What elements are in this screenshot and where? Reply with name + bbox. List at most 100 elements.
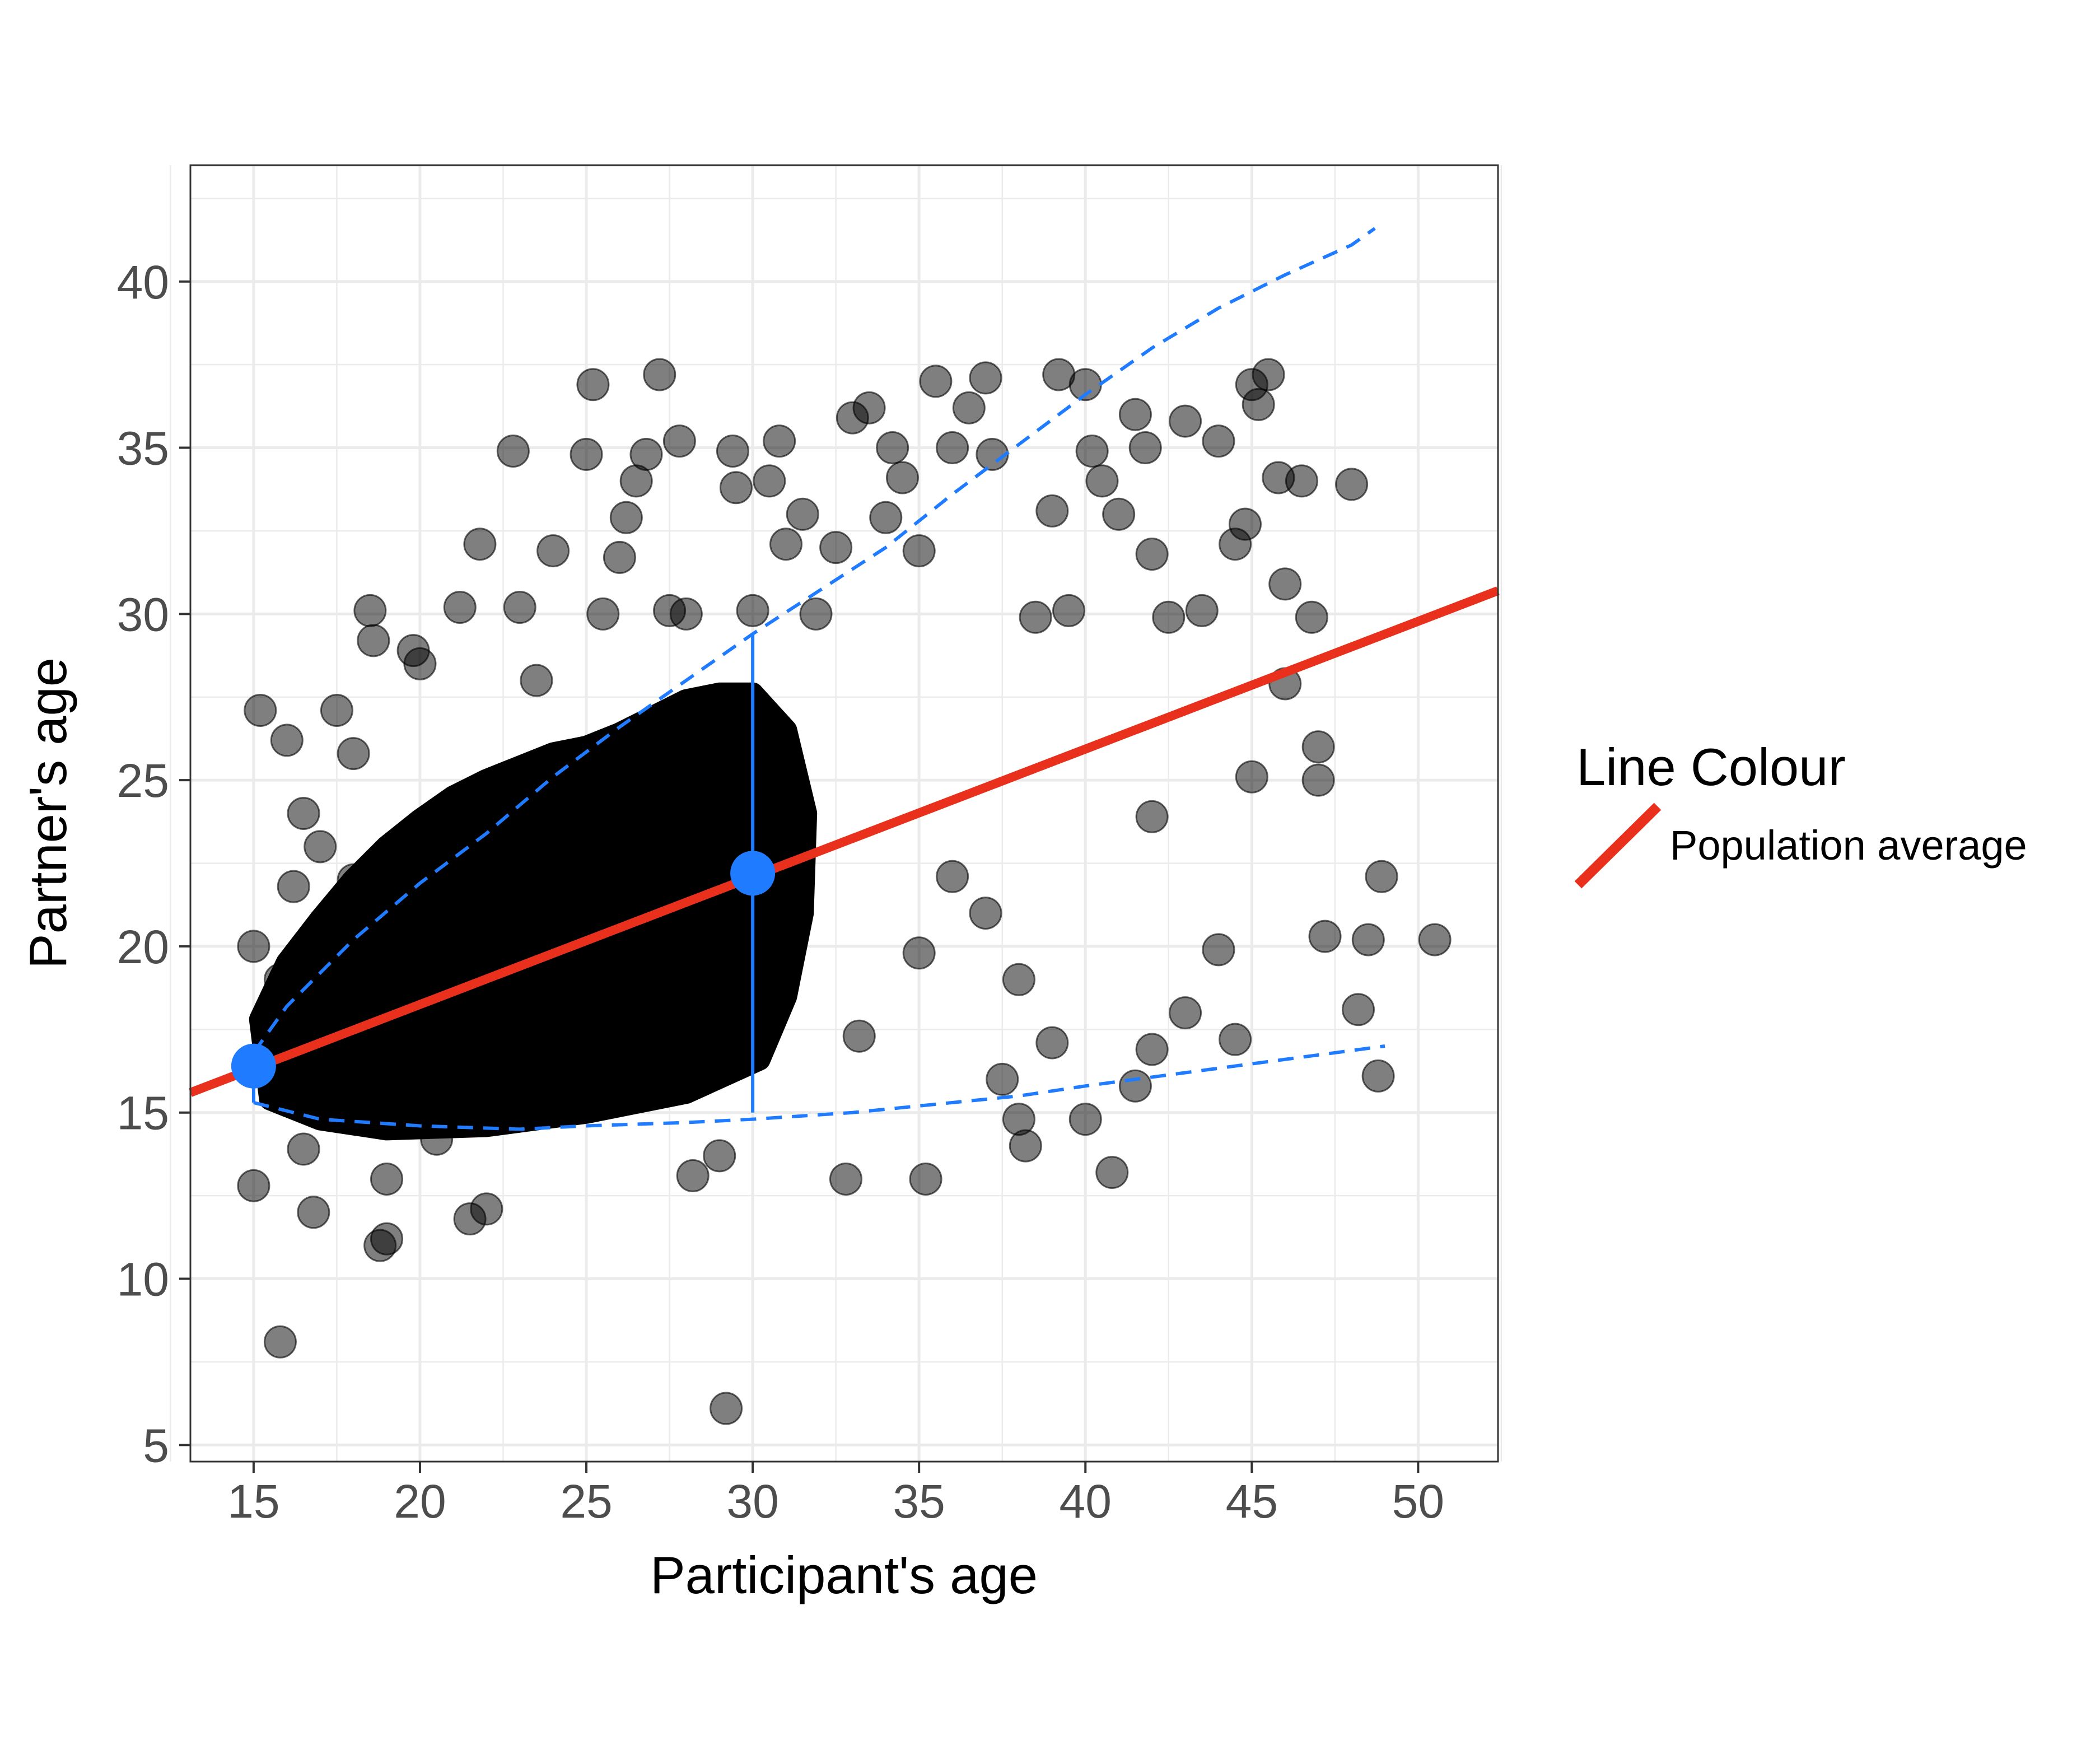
data-point: [902, 936, 936, 970]
data-point: [885, 461, 919, 494]
data-point: [297, 1196, 330, 1229]
data-point: [1002, 963, 1035, 996]
x-tick-label: 50: [1392, 1475, 1444, 1528]
y-tick-label: 15: [117, 1087, 169, 1140]
data-point: [576, 368, 610, 402]
data-point: [1418, 923, 1452, 956]
data-point: [603, 540, 636, 574]
data-points: [237, 358, 1452, 1425]
data-point: [703, 1139, 736, 1173]
data-point: [763, 424, 796, 458]
y-tick-label: 5: [143, 1419, 169, 1472]
data-point: [287, 797, 320, 830]
data-point: [829, 1162, 862, 1196]
data-point: [1085, 464, 1119, 498]
data-point: [819, 531, 853, 564]
data-point: [1118, 398, 1152, 431]
data-point: [586, 597, 620, 631]
data-point: [786, 497, 819, 531]
data-point: [876, 431, 909, 465]
data-point: [919, 365, 953, 398]
data-point: [1135, 800, 1169, 833]
data-point: [643, 358, 676, 391]
data-point: [1095, 1156, 1129, 1189]
plot-border: [189, 164, 1499, 1463]
data-point: [1135, 1033, 1169, 1066]
data-point: [1068, 1103, 1102, 1136]
y-tick-label: 35: [117, 422, 169, 475]
data-point: [936, 431, 969, 465]
data-point: [936, 860, 969, 893]
y-tick-label: 20: [117, 921, 169, 973]
data-point: [676, 1159, 710, 1193]
data-point: [1135, 538, 1169, 571]
legend-title: Line Colour: [1576, 738, 1846, 796]
data-point: [237, 1169, 270, 1202]
y-tick-label: 25: [117, 754, 169, 807]
data-point: [263, 1325, 297, 1359]
y-tick-label: 10: [117, 1253, 169, 1306]
legend-key-line: [1574, 802, 1662, 889]
data-point: [370, 1222, 404, 1256]
data-point: [403, 647, 437, 680]
x-axis: 15 20 25 30 35 40 45 50: [227, 1462, 1444, 1528]
data-point: [1365, 860, 1398, 893]
upper-band-line: [252, 227, 1376, 1054]
data-point: [463, 528, 497, 561]
data-point: [753, 464, 786, 498]
y-tick-label: 40: [117, 256, 169, 309]
data-point: [1152, 600, 1186, 634]
data-point: [869, 501, 903, 534]
x-axis-title: Participant's age: [650, 1546, 1038, 1604]
data-point: [909, 1162, 942, 1196]
x-tick-label: 20: [394, 1475, 446, 1528]
y-axis: 5 10 15 20 25 30 35 40: [117, 256, 190, 1472]
data-point: [1335, 468, 1369, 501]
x-tick-label: 25: [560, 1475, 612, 1528]
data-point: [304, 830, 337, 864]
y-axis-title: Partner's age: [18, 657, 77, 969]
data-point: [609, 501, 643, 534]
data-point: [986, 1062, 1019, 1096]
y-tick-label: 30: [117, 588, 169, 641]
data-point: [769, 528, 803, 561]
data-point: [1308, 920, 1342, 953]
data-point: [496, 434, 530, 468]
data-point: [470, 1192, 503, 1226]
data-point: [337, 737, 370, 771]
data-point: [370, 1162, 404, 1196]
data-point: [244, 693, 277, 727]
data-point: [902, 534, 936, 568]
data-point: [1169, 404, 1202, 438]
data-point: [1185, 594, 1219, 627]
data-point: [969, 361, 1002, 395]
data-point: [952, 391, 986, 424]
data-point: [1102, 497, 1136, 531]
data-point: [1169, 996, 1202, 1030]
data-point: [799, 597, 833, 631]
data-point: [503, 590, 536, 624]
data-point: [716, 434, 749, 468]
legend: Line Colour Population average: [1574, 738, 2027, 889]
data-point: [1035, 494, 1069, 528]
data-point: [277, 870, 310, 903]
grid-major: [190, 165, 1498, 1462]
data-point: [736, 594, 769, 627]
highlight-point: [730, 851, 776, 896]
data-point: [719, 471, 753, 505]
data-point: [287, 1132, 320, 1166]
dense-point-cloud: [249, 682, 818, 1141]
x-tick-label: 30: [726, 1475, 778, 1528]
data-point: [1301, 730, 1335, 764]
data-point: [570, 437, 603, 471]
data-point: [1301, 763, 1335, 797]
data-point: [1235, 760, 1268, 794]
data-point: [520, 664, 553, 697]
data-point: [1202, 933, 1235, 967]
legend-label-population-average: Population average: [1670, 822, 2027, 869]
data-point: [1228, 507, 1262, 541]
highlight-point: [231, 1043, 276, 1089]
data-point: [1052, 594, 1086, 627]
data-point: [353, 594, 387, 627]
x-tick-label: 40: [1060, 1475, 1112, 1528]
